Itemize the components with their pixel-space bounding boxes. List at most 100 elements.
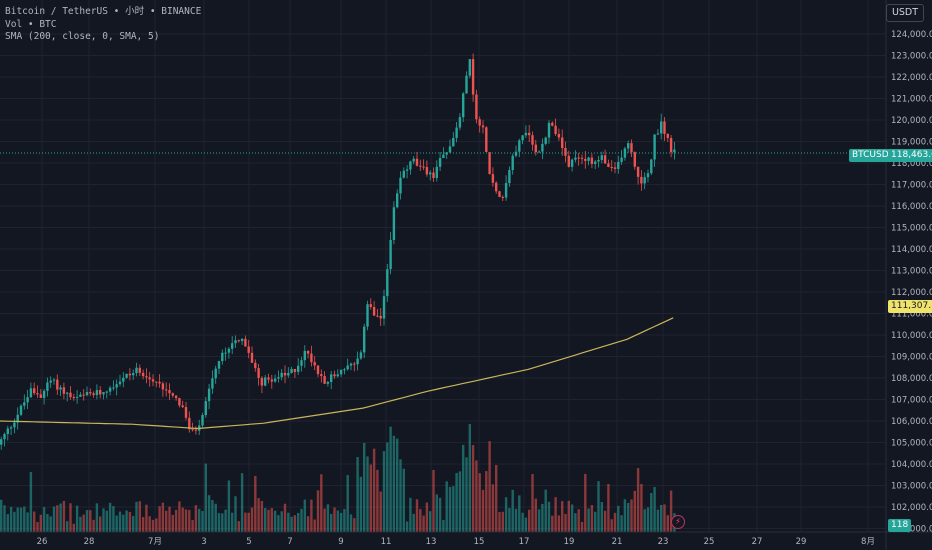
volume-bar [485, 471, 488, 532]
candle-body [396, 193, 399, 208]
candle-body [102, 392, 105, 395]
volume-bar [270, 508, 273, 532]
candle-body [214, 368, 217, 379]
candle-body [607, 163, 610, 168]
candle-body [19, 405, 23, 415]
volume-bar [188, 509, 191, 532]
candle-body [161, 383, 165, 390]
volume-bar [640, 483, 643, 532]
volume-bar [155, 518, 158, 532]
price-tick-label: 122,000.00 [891, 73, 932, 83]
candle-body [247, 346, 250, 353]
volume-bar [122, 514, 125, 532]
candle-body [633, 152, 636, 167]
volume-bar [577, 509, 580, 532]
symbol-title[interactable]: Bitcoin / TetherUS • 小时 • BINANCE [5, 6, 202, 17]
volume-bar [224, 509, 227, 532]
volume-bar [448, 486, 452, 532]
currency-button[interactable]: USDT [886, 4, 924, 22]
candle-body [224, 352, 227, 354]
candle-body [504, 183, 508, 198]
time-tick-label: 15 [474, 537, 485, 547]
candle-body [313, 362, 316, 366]
candle-body [369, 304, 372, 307]
candle-body [382, 296, 386, 319]
candle-body [488, 151, 491, 175]
candle-body [257, 368, 260, 378]
volume-bar [125, 510, 128, 532]
volume-bar [174, 509, 178, 532]
volume-bar [590, 505, 594, 532]
candle-body [547, 122, 551, 138]
volume-bar [138, 501, 141, 532]
volume-bar [148, 516, 151, 532]
candle-body [666, 133, 669, 138]
volume-bar [297, 512, 300, 532]
price-tick-label: 110,000.00 [891, 331, 932, 341]
volume-bar [574, 513, 577, 532]
sma-indicator-label[interactable]: SMA (200, close, 0, SMA, 5) [5, 31, 160, 42]
volume-bar [42, 507, 46, 532]
volume-bar [287, 512, 290, 532]
volume-bar [85, 510, 89, 532]
volume-bar [561, 501, 564, 532]
candle-body [646, 173, 650, 178]
candle-body [29, 388, 33, 398]
candle-body [372, 306, 376, 316]
candle-body [620, 157, 623, 162]
volume-bar [6, 514, 9, 532]
candle-body [264, 377, 267, 386]
candle-body [501, 196, 504, 198]
candle-body [422, 166, 425, 168]
candle-body [323, 376, 326, 384]
volume-bar [92, 519, 95, 532]
candle-body [669, 137, 673, 153]
candle-body [336, 374, 339, 377]
volume-bar [194, 505, 198, 532]
candle-body [617, 161, 620, 169]
candle-body [75, 396, 79, 398]
candle-body [306, 350, 310, 354]
volume-bar [660, 504, 663, 532]
candle-body [389, 239, 392, 270]
candle-body [610, 167, 613, 169]
candle-body [237, 340, 240, 342]
volume-bar [178, 501, 181, 532]
volume-bar [636, 468, 640, 532]
volume-bar [471, 445, 475, 532]
bolt-icon[interactable]: ⚡ [671, 515, 685, 529]
candle-body [584, 158, 587, 161]
volume-bar [518, 495, 521, 532]
candle-body [128, 373, 132, 376]
symbol-price-label: BTCUSDT [849, 149, 898, 162]
time-axis[interactable] [0, 532, 886, 550]
time-tick-label: 21 [612, 537, 623, 547]
volume-bar [283, 503, 287, 532]
candle-body [254, 362, 257, 369]
volume-bar [75, 505, 79, 532]
volume-bar [630, 499, 633, 532]
candlesticks [0, 53, 676, 450]
volume-bar [389, 426, 392, 532]
volume-bar [112, 506, 115, 532]
candle-body [574, 157, 577, 160]
price-tick-label: 121,000.00 [891, 95, 932, 105]
volume-bar [438, 497, 442, 532]
volume-bar [23, 506, 26, 532]
volume-indicator-label[interactable]: Vol • BTC [5, 18, 57, 30]
volume-bar [462, 444, 465, 532]
candle-body [211, 378, 214, 389]
volume-bar [280, 511, 283, 532]
candle-body [277, 377, 280, 379]
volume-bar [36, 522, 39, 532]
price-tick-label: 103,000.00 [891, 482, 932, 492]
volume-bar [356, 456, 359, 532]
volume-bar [425, 502, 429, 532]
candle-body [498, 191, 501, 197]
candle-body [108, 387, 112, 392]
price-tick-label: 119,000.00 [891, 138, 932, 148]
price-axis[interactable] [886, 0, 932, 550]
candle-body [438, 158, 442, 167]
time-tick-label: 23 [658, 537, 669, 547]
